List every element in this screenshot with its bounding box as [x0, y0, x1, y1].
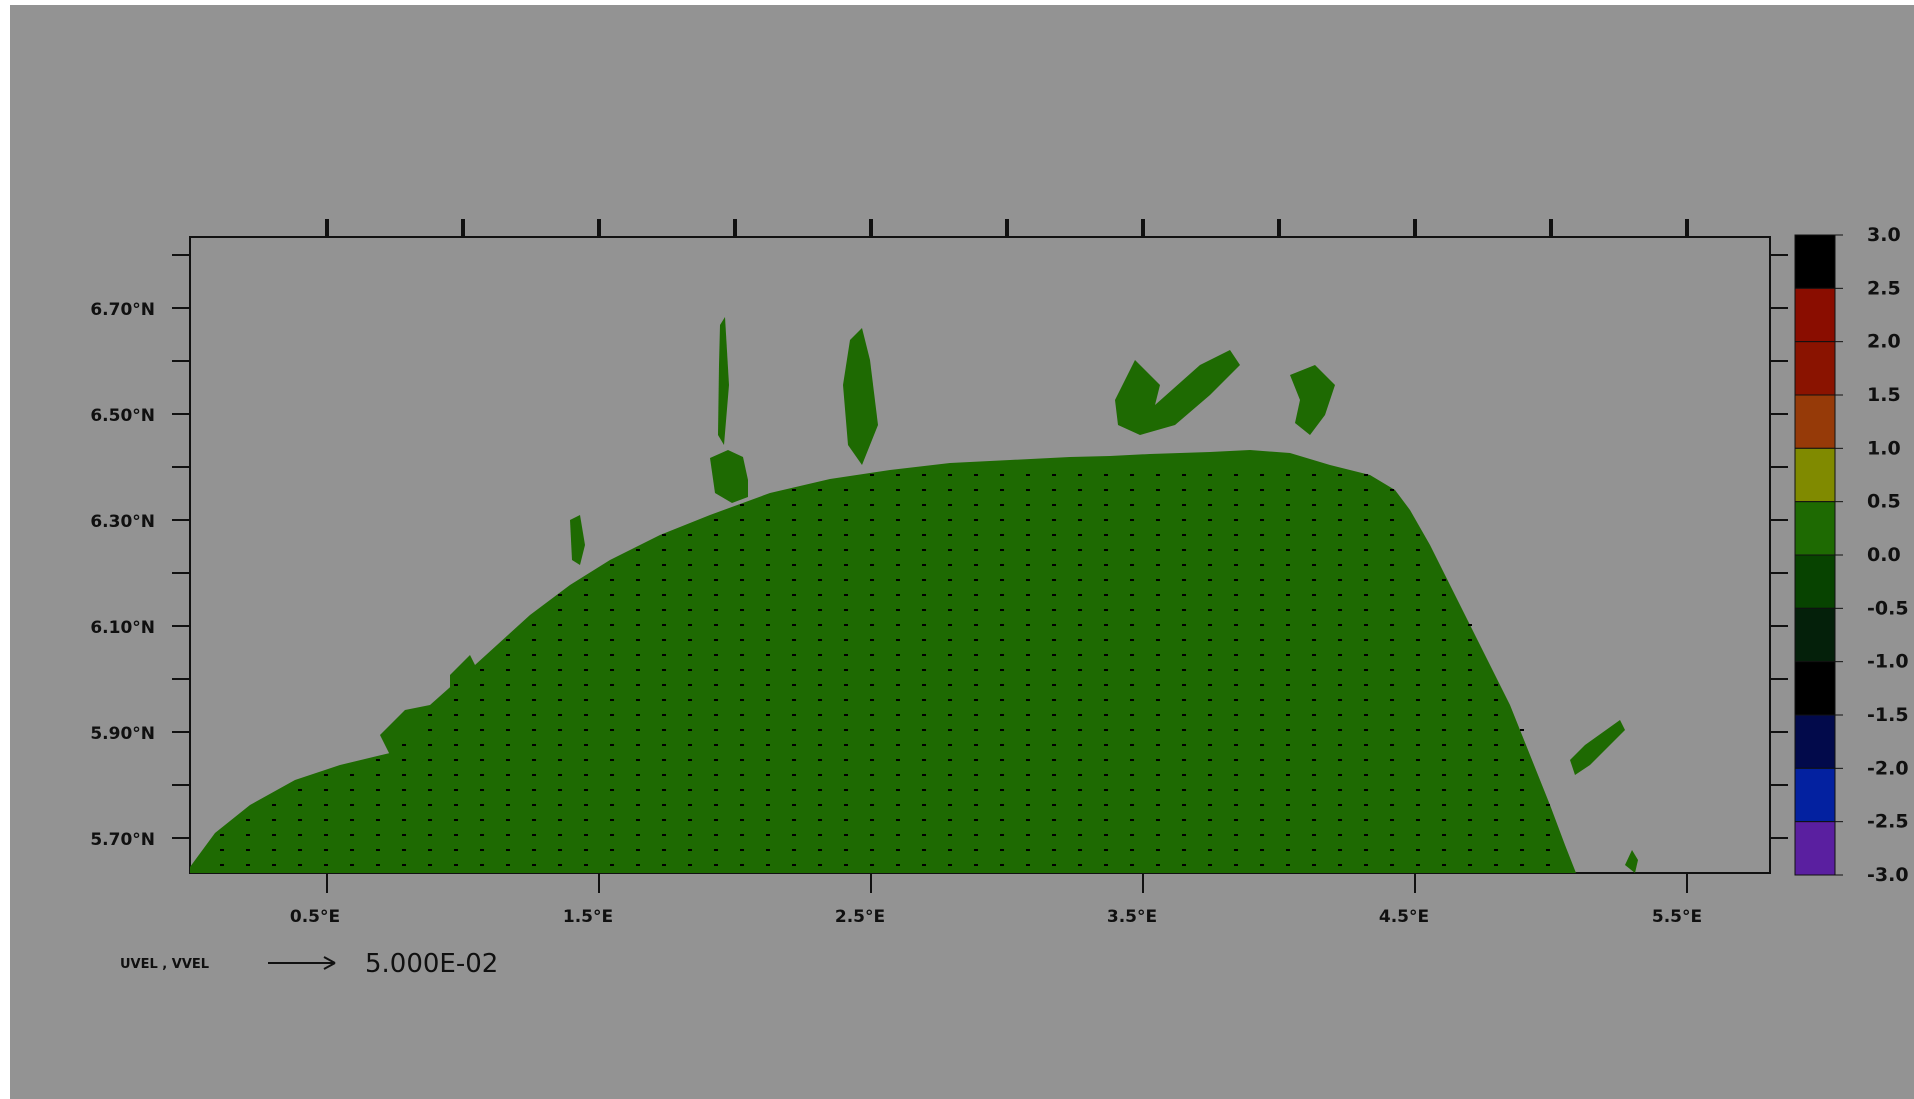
- x-tick-label: 5.5°E: [1652, 907, 1702, 927]
- y-axis-labels: 6.70°N 6.50°N 6.30°N 6.10°N 5.90°N 5.70°…: [90, 300, 155, 850]
- x-axis-labels: 0.5°E 1.5°E 2.5°E 3.5°E 4.5°E 5.5°E: [290, 907, 1702, 927]
- colorbar-label: -3.0: [1867, 864, 1909, 886]
- y-tick-label: 6.70°N: [90, 300, 155, 320]
- vector-legend-label: UVEL , VVEL: [120, 957, 209, 972]
- y-tick-label: 6.10°N: [90, 618, 155, 638]
- lagoon-island-6: [718, 317, 729, 445]
- colorbar-swatch: [1794, 661, 1836, 716]
- coastal-region: [190, 450, 1576, 873]
- y-tick-label: 5.90°N: [90, 724, 155, 744]
- vector-legend: UVEL , VVEL 5.000E-02: [120, 949, 498, 979]
- reference-arrow-head: [323, 956, 336, 970]
- colorbar-swatch: [1794, 234, 1836, 289]
- x-tick-label: 0.5°E: [290, 907, 340, 927]
- colorbar-label: -0.5: [1867, 597, 1909, 619]
- x-tick-label: 1.5°E: [563, 907, 613, 927]
- colorbar: [1794, 234, 1836, 876]
- colorbar-label: 2.5: [1867, 277, 1901, 299]
- colorbar-swatch: [1794, 447, 1836, 503]
- lagoon-island-8: [450, 655, 480, 705]
- x-tick-label: 2.5°E: [835, 907, 885, 927]
- axis-ticks: [172, 219, 1788, 893]
- y-tick-label: 5.70°N: [90, 830, 155, 850]
- colorbar-labels: 3.0 2.5 2.0 1.5 1.0 0.5 0.0 -0.5 -1.0 -1.5 -2.0 -2.…: [1835, 224, 1909, 886]
- colorbar-swatch: [1794, 767, 1836, 823]
- y-tick-label: 6.30°N: [90, 512, 155, 532]
- lagoon-island-5: [570, 515, 585, 565]
- lagoon-island-1: [710, 450, 748, 503]
- colorbar-label: -2.0: [1867, 757, 1909, 779]
- colorbar-swatch: [1794, 394, 1836, 449]
- colorbar-label: -1.5: [1867, 704, 1909, 726]
- colorbar-label: 1.0: [1867, 437, 1901, 459]
- colorbar-label: 1.5: [1867, 384, 1901, 406]
- colorbar-swatch: [1794, 501, 1836, 556]
- colorbar-swatch: [1794, 821, 1836, 876]
- lagoon-island-4: [1290, 365, 1335, 435]
- y-tick-label: 6.50°N: [90, 406, 155, 426]
- lagoon-island-9: [1570, 720, 1625, 775]
- colorbar-swatch: [1794, 714, 1836, 769]
- map-figure: 0.5°E 1.5°E 2.5°E 3.5°E 4.5°E 5.5°E 6.70…: [10, 5, 1914, 1099]
- lagoon-island-10: [1625, 850, 1638, 873]
- map-canvas: 0.5°E 1.5°E 2.5°E 3.5°E 4.5°E 5.5°E 6.70…: [90, 219, 1909, 979]
- colorbar-swatch: [1794, 607, 1836, 663]
- x-tick-label: 4.5°E: [1379, 907, 1429, 927]
- colorbar-label: 0.0: [1867, 544, 1901, 566]
- colorbar-label: 3.0: [1867, 224, 1901, 246]
- x-tick-label: 3.5°E: [1107, 907, 1157, 927]
- colorbar-swatch: [1794, 554, 1836, 609]
- vector-legend-value: 5.000E-02: [365, 949, 498, 979]
- colorbar-label: 2.0: [1867, 331, 1901, 353]
- colorbar-label: -1.0: [1867, 651, 1909, 673]
- velocity-vector-field: [220, 474, 1550, 866]
- lagoon-island-2: [843, 328, 878, 465]
- colorbar-swatch: [1794, 341, 1836, 396]
- colorbar-swatch: [1794, 287, 1836, 343]
- colorbar-label: 0.5: [1867, 491, 1901, 513]
- lagoon-island-7: [380, 705, 440, 765]
- colorbar-label: -2.5: [1867, 811, 1909, 833]
- lagoon-island-3: [1115, 350, 1240, 435]
